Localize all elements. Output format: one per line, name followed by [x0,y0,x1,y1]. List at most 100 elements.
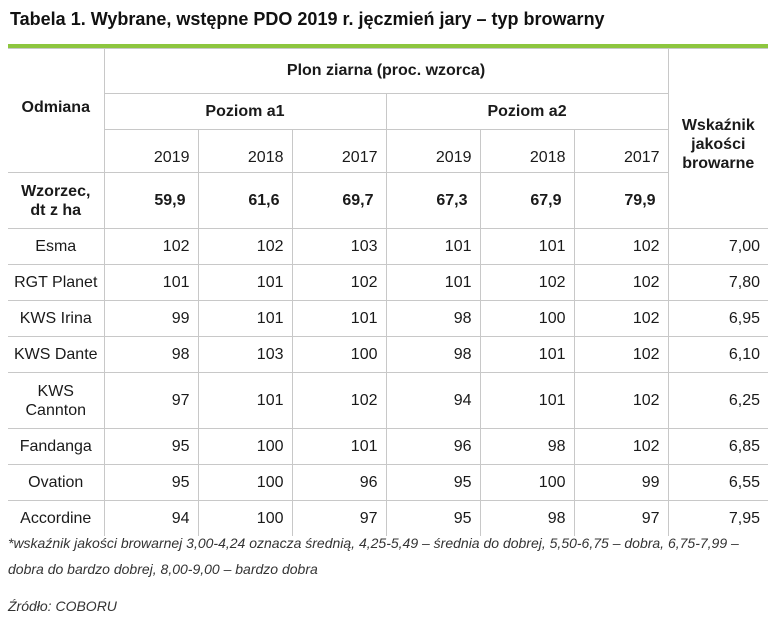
value-cell: 101 [291,428,387,465]
header-plon: Plon ziarna (proc. wzorca) [103,48,669,94]
variety-name-line1: KWS [37,382,74,400]
value-cell: 101 [385,264,481,301]
wzorzec-label: Wzorzec, dt z ha [8,172,105,229]
value-cell: 97 [573,500,669,536]
value-cell: 95 [385,500,481,536]
value-cell: 94 [385,372,481,429]
value-cell: 95 [103,428,199,465]
value-cell: 101 [197,300,293,337]
quality-index-cell: 6,85 [667,428,769,465]
quality-index-cell: 7,80 [667,264,769,301]
year-header-row: 2019 2018 2017 2019 2018 2017 [8,129,768,173]
value-cell: 100 [291,336,387,373]
header-wskaznik-line2: jakości [691,136,746,153]
value-cell: 101 [479,336,575,373]
year-cell: 2018 [197,129,293,173]
value-cell: 96 [291,464,387,501]
variety-name: Fandanga [8,428,105,465]
header-wskaznik-line1: Wskaźnik [681,117,755,134]
table-row: RGT Planet 101 101 102 101 102 102 7,80 [8,264,769,301]
value-cell: 101 [479,372,575,429]
quality-index-cell: 6,95 [667,300,769,337]
quality-index-cell: 6,55 [667,464,769,501]
table-row: Accordine 94 100 97 95 98 97 7,95 [8,500,769,536]
value-cell: 99 [573,464,669,501]
header-wskaznik: Wskaźnik jakości browarne [667,48,769,229]
footnote: *wskaźnik jakości browarnej 3,00-4,24 oz… [8,535,739,577]
variety-name: KWS Cannton [8,372,105,429]
value-cell: 101 [385,228,481,265]
value-cell: 101 [291,300,387,337]
year-cell: 2017 [291,129,387,173]
source-note: Źródło: COBORU [8,598,117,614]
value-cell: 102 [573,300,669,337]
value-cell: 94 [103,500,199,536]
value-cell: 102 [573,264,669,301]
header-poziom-a2: Poziom a2 [385,93,669,130]
value-cell: 98 [103,336,199,373]
value-cell: 102 [573,372,669,429]
quality-index-cell: 6,25 [667,372,769,429]
value-cell: 101 [479,228,575,265]
wzorzec-value: 61,6 [197,172,293,229]
value-cell: 100 [479,464,575,501]
header-odmiana: Odmiana [8,48,105,173]
variety-name: Accordine [8,500,105,536]
wzorzec-label-line2: dt z ha [30,201,82,219]
value-cell: 103 [197,336,293,373]
value-cell: 102 [479,264,575,301]
year-cell: 2017 [573,129,669,173]
value-cell: 98 [479,428,575,465]
quality-index-cell: 7,00 [667,228,769,265]
variety-name: Esma [8,228,105,265]
value-cell: 102 [103,228,199,265]
accent-bar [8,44,768,48]
value-cell: 103 [291,228,387,265]
header-wskaznik-line3: browarne [682,155,755,172]
wzorzec-value: 59,9 [103,172,199,229]
table-row: Ovation 95 100 96 95 100 99 6,55 [8,464,769,501]
quality-index-cell: 7,95 [667,500,769,536]
value-cell: 102 [573,228,669,265]
value-cell: 101 [197,264,293,301]
value-cell: 99 [103,300,199,337]
table-title: Tabela 1. Wybrane, wstępne PDO 2019 r. j… [10,9,605,29]
value-cell: 100 [197,464,293,501]
data-table: Odmiana Plon ziarna (proc. wzorca) Wskaź… [8,48,769,536]
header-poziom-a1: Poziom a1 [104,93,387,130]
wzorzec-value: 67,3 [385,172,481,229]
year-cell: 2019 [104,129,199,173]
value-cell: 102 [573,428,669,465]
table-row: KWS Cannton 97 101 102 94 101 102 6,25 [8,372,769,429]
value-cell: 98 [385,336,481,373]
value-cell: 100 [197,500,293,536]
value-cell: 98 [385,300,481,337]
table-row: Esma 102 102 103 101 101 102 7,00 [8,228,769,265]
value-cell: 100 [479,300,575,337]
value-cell: 95 [385,464,481,501]
table-row: Fandanga 95 100 101 96 98 102 6,85 [8,428,769,465]
wzorzec-value: 69,7 [291,172,387,229]
value-cell: 97 [103,372,199,429]
table-row: KWS Irina 99 101 101 98 100 102 6,95 [8,300,769,337]
quality-index-cell: 6,10 [667,336,769,373]
value-cell: 102 [197,228,293,265]
value-cell: 102 [291,372,387,429]
value-cell: 101 [197,372,293,429]
variety-name-line2: Cannton [25,401,87,419]
year-cell: 2018 [479,129,575,173]
variety-name: KWS Dante [8,336,105,373]
value-cell: 95 [103,464,199,501]
wzorzec-value: 67,9 [479,172,575,229]
wzorzec-label-line1: Wzorzec, [21,182,91,200]
variety-name: RGT Planet [8,264,105,301]
table-row: KWS Dante 98 103 100 98 101 102 6,10 [8,336,769,373]
variety-name: Ovation [8,464,105,501]
value-cell: 102 [291,264,387,301]
value-cell: 101 [103,264,199,301]
value-cell: 96 [385,428,481,465]
wzorzec-value: 79,9 [573,172,669,229]
value-cell: 100 [197,428,293,465]
variety-name: KWS Irina [8,300,105,337]
wzorzec-row: Wzorzec, dt z ha 59,9 61,6 69,7 67,3 67,… [8,172,768,229]
